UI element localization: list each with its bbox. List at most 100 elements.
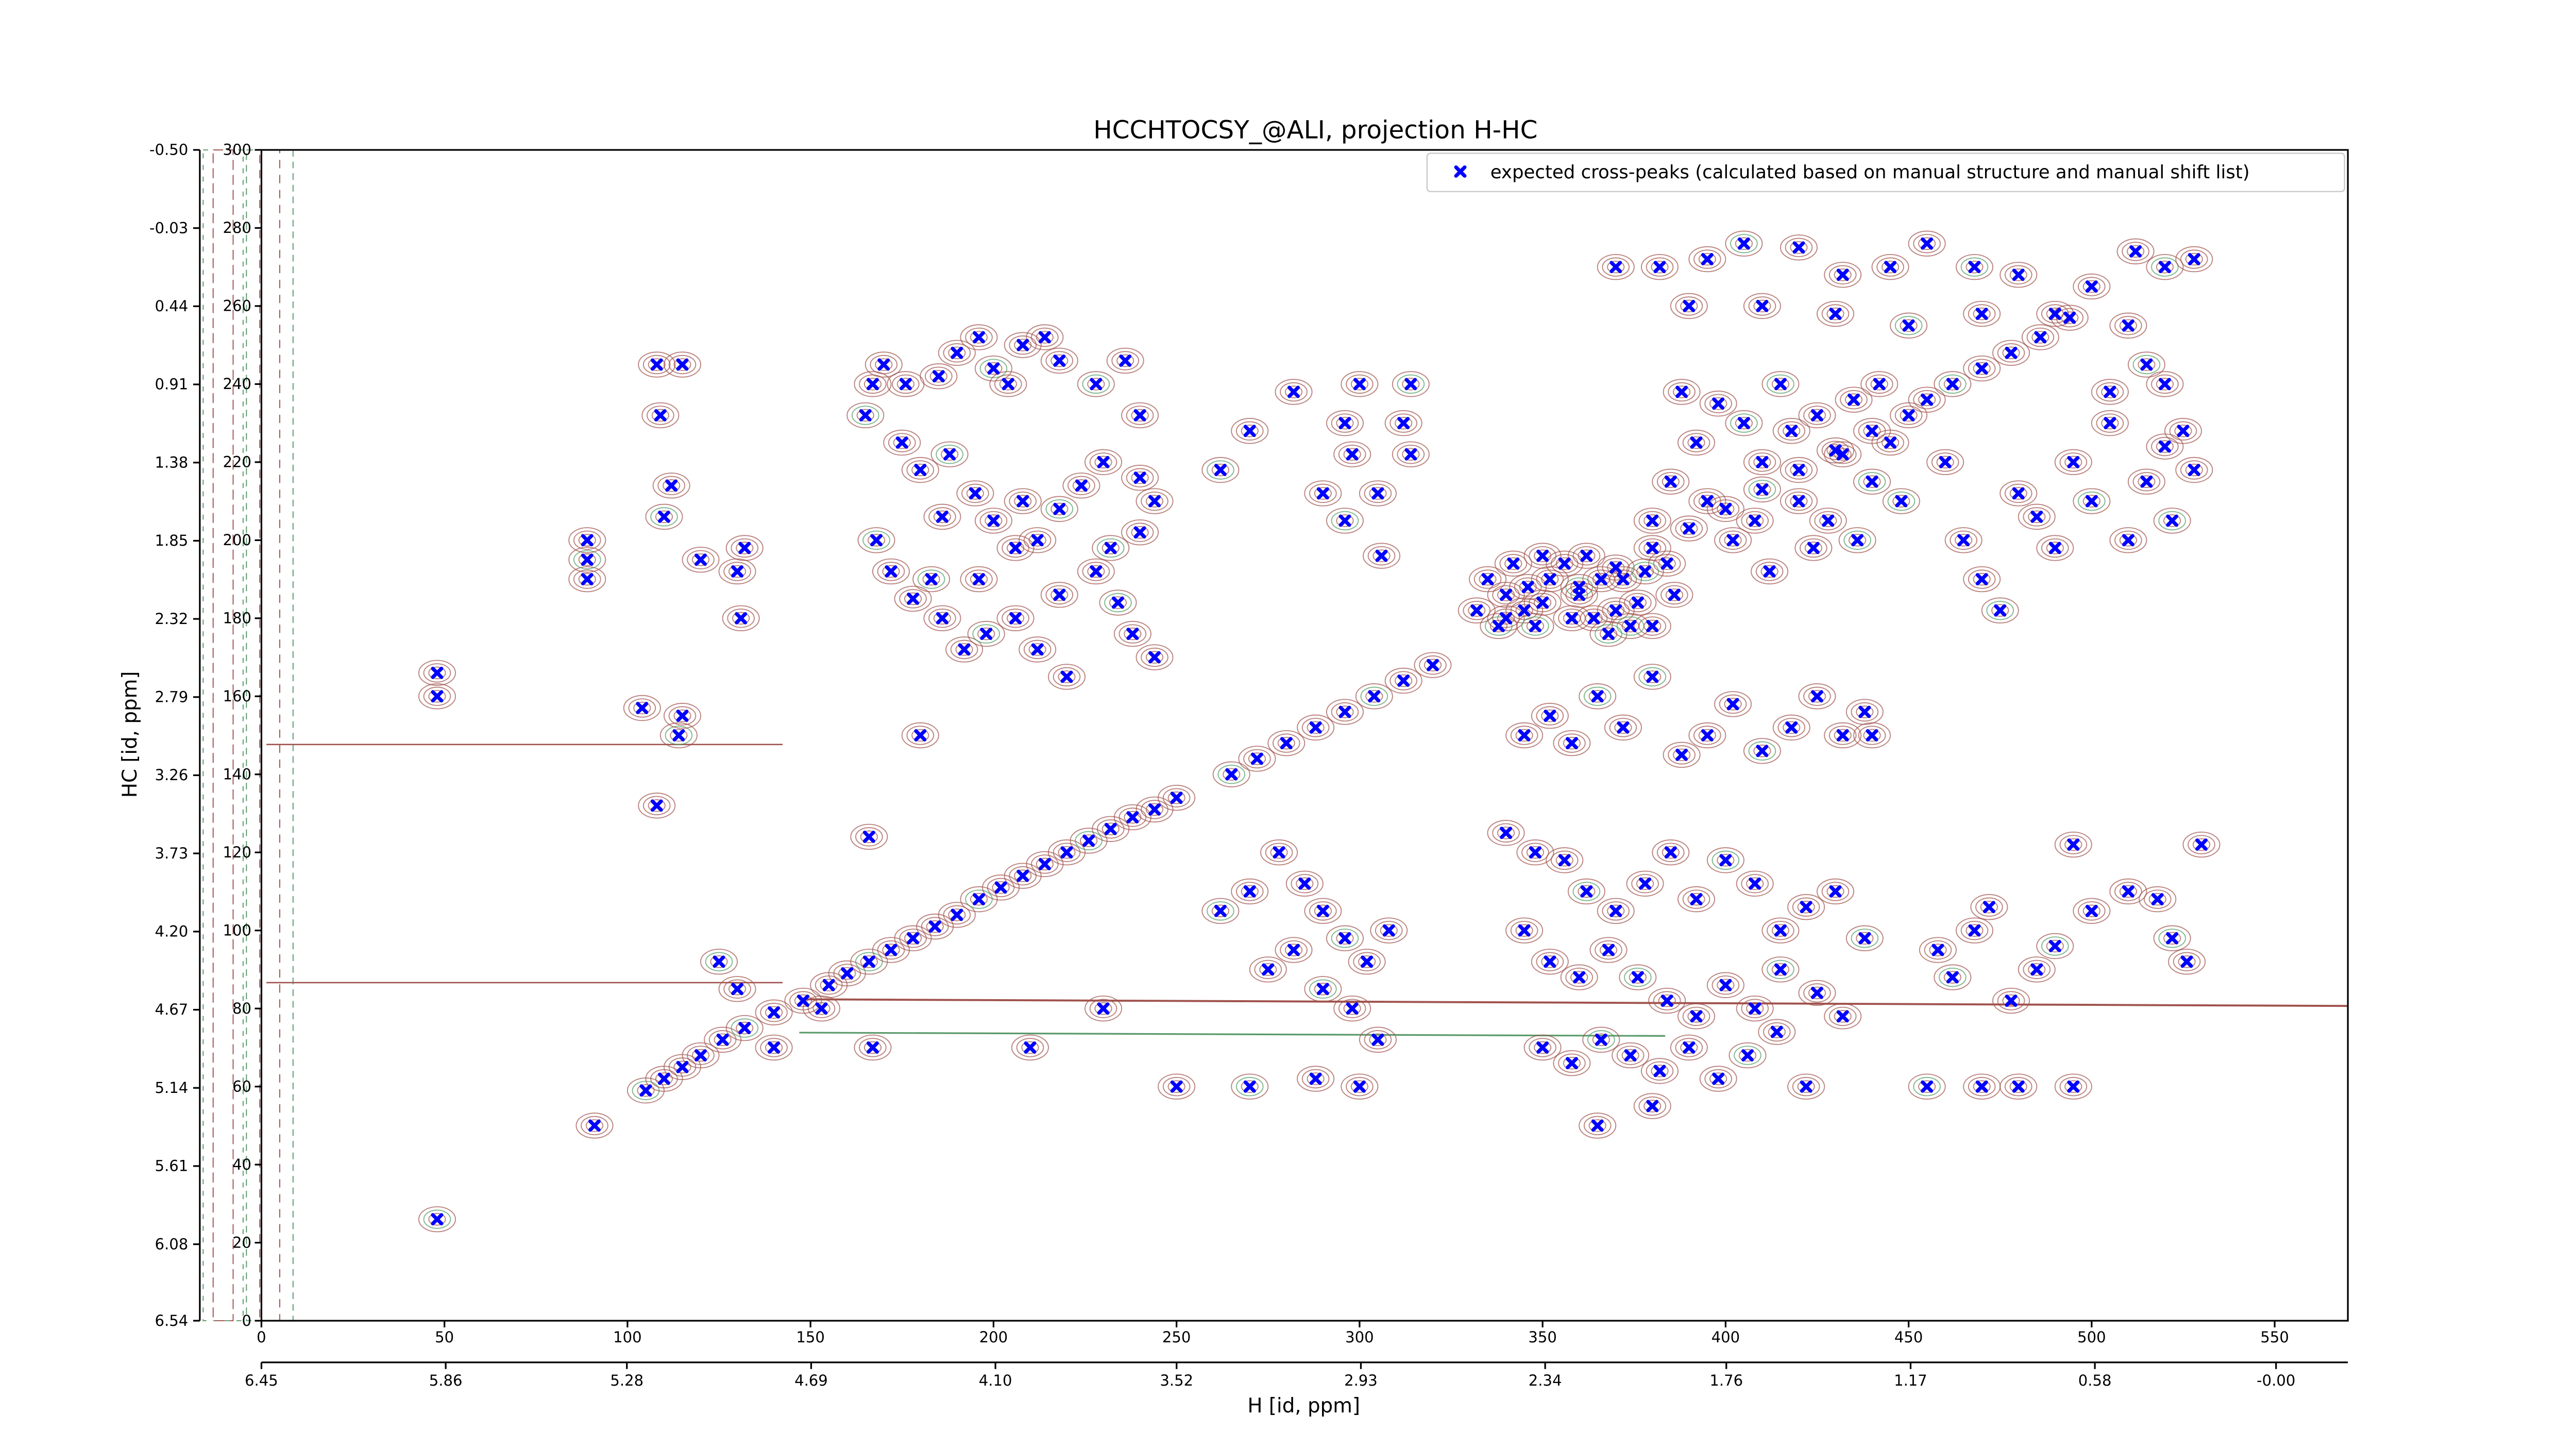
contour xyxy=(1675,296,1703,316)
contour xyxy=(2169,421,2197,441)
contour xyxy=(1207,460,1234,480)
data-point xyxy=(1090,378,1103,391)
y-tick-label: 260 xyxy=(223,297,252,315)
data-point xyxy=(877,358,890,371)
contour xyxy=(1563,612,1581,625)
x2-tick-label: 4.10 xyxy=(979,1372,1012,1389)
contour xyxy=(1109,596,1127,609)
contour xyxy=(2126,245,2145,258)
data-point xyxy=(1097,1002,1110,1015)
contour xyxy=(1372,549,1391,562)
y-tick-label: 80 xyxy=(232,1000,251,1017)
contour xyxy=(1516,839,1554,866)
contour xyxy=(1019,636,1057,663)
data-point xyxy=(1470,604,1483,617)
contour xyxy=(1858,726,1886,745)
contour xyxy=(1092,535,1130,561)
contour xyxy=(1045,351,1074,370)
y2-tick-label: 2.32 xyxy=(155,610,188,628)
contour xyxy=(1803,686,1831,706)
contour xyxy=(760,1003,788,1022)
x-tick-label: 0 xyxy=(257,1328,266,1346)
contour xyxy=(912,566,951,593)
contour xyxy=(1116,354,1134,367)
contour xyxy=(1558,733,1586,753)
contour xyxy=(573,530,601,550)
contour xyxy=(708,1030,737,1050)
contour xyxy=(1553,605,1591,632)
contour xyxy=(1505,917,1544,943)
contour xyxy=(1458,597,1496,624)
contour xyxy=(647,406,674,425)
data-point xyxy=(1701,729,1714,742)
contour xyxy=(585,1119,604,1132)
contour xyxy=(1243,749,1271,769)
contour xyxy=(802,995,841,1022)
contour xyxy=(877,562,905,581)
contour xyxy=(1212,761,1250,787)
contour xyxy=(1936,456,1954,469)
contour xyxy=(1572,546,1601,566)
contour xyxy=(855,827,883,847)
data-point xyxy=(1038,857,1051,870)
contour xyxy=(1717,979,1735,992)
data-point xyxy=(1639,877,1652,890)
data-point xyxy=(1016,869,1029,882)
data-point xyxy=(1573,588,1586,601)
data-point xyxy=(796,995,809,1007)
contour xyxy=(1675,518,1703,538)
contour xyxy=(1924,940,1952,960)
contour xyxy=(1101,822,1120,836)
contour xyxy=(1863,424,1881,437)
contour xyxy=(1665,588,1684,601)
contour xyxy=(911,729,929,742)
contour xyxy=(1023,639,1052,660)
data-point xyxy=(731,983,744,996)
data-point xyxy=(1133,409,1146,422)
data-point xyxy=(936,510,948,523)
x-tick-label: 350 xyxy=(1528,1328,1557,1346)
contour xyxy=(418,660,456,686)
y-tick-label: 240 xyxy=(223,375,252,393)
contour xyxy=(1162,788,1191,807)
contour xyxy=(862,530,890,550)
contour xyxy=(1141,800,1168,819)
contour xyxy=(859,1038,887,1057)
contour xyxy=(1355,683,1393,710)
contour xyxy=(1724,698,1742,711)
contour xyxy=(1612,613,1650,639)
contour xyxy=(1780,234,1818,261)
contour xyxy=(1553,1050,1591,1076)
data-point xyxy=(2085,495,2098,508)
contour xyxy=(2009,268,2027,281)
data-point xyxy=(1884,436,1897,449)
data-point xyxy=(1800,901,1812,914)
data-point xyxy=(1316,983,1329,996)
contour xyxy=(1651,1065,1669,1077)
contour xyxy=(1492,585,1520,605)
contour xyxy=(1235,882,1264,901)
y-tick-label: 60 xyxy=(232,1077,251,1095)
contour xyxy=(1760,565,1778,578)
contour xyxy=(2185,463,2203,477)
contour xyxy=(581,1116,608,1136)
contour xyxy=(1894,316,1923,335)
contour xyxy=(2178,955,2196,968)
data-point xyxy=(1822,514,1835,527)
contour xyxy=(1094,456,1112,469)
contour xyxy=(855,952,883,972)
contour xyxy=(2082,280,2100,293)
data-point xyxy=(2012,1080,2025,1093)
contour xyxy=(663,479,681,492)
contour xyxy=(725,1015,764,1041)
contour xyxy=(1881,260,1900,274)
contour xyxy=(718,976,756,1002)
contour xyxy=(1307,1072,1325,1085)
data-point xyxy=(2085,280,2098,293)
data-point xyxy=(1660,557,1673,570)
data-point xyxy=(1668,588,1681,601)
y-tick-label: 140 xyxy=(223,765,252,783)
data-point xyxy=(1602,943,1615,956)
contour xyxy=(1070,828,1108,854)
contour xyxy=(736,1021,754,1035)
